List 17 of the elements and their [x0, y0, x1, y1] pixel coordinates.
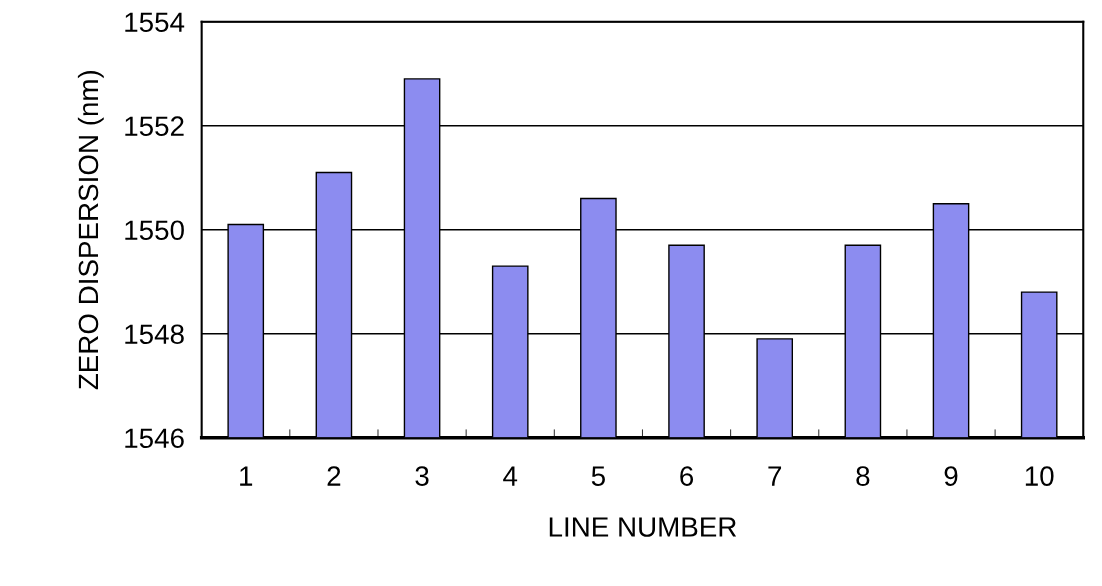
y-tick-label: 1550 [125, 220, 184, 241]
x-tick-label: 9 [944, 466, 958, 486]
x-tick-label: 6 [680, 466, 694, 486]
y-axis-title: ZERO DISPERSION (nm) [77, 70, 104, 390]
x-tick-label: 3 [415, 466, 429, 486]
x-tick-label: 8 [856, 466, 870, 486]
x-axis-title: LINE NUMBER [549, 517, 737, 537]
x-tick-label: 2 [327, 466, 341, 486]
y-tick-label: 1548 [125, 324, 184, 345]
x-tick-label: 10 [1025, 466, 1054, 486]
x-tick-label: 4 [503, 466, 518, 486]
y-tick-label: 1554 [125, 12, 185, 33]
x-tick-label: 1 [240, 466, 253, 486]
x-tick-label: 5 [591, 466, 605, 486]
x-tick-label: 7 [768, 466, 782, 486]
y-tick-label: 1546 [125, 428, 184, 449]
y-tick-label: 1552 [125, 116, 184, 137]
